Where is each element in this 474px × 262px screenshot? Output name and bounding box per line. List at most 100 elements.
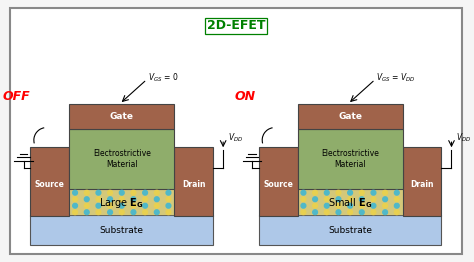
FancyBboxPatch shape: [30, 147, 69, 216]
Circle shape: [336, 197, 341, 201]
Circle shape: [383, 190, 388, 195]
Circle shape: [166, 203, 171, 208]
Circle shape: [96, 203, 101, 208]
Circle shape: [348, 190, 353, 195]
Circle shape: [371, 210, 376, 215]
Circle shape: [155, 210, 159, 215]
Circle shape: [383, 203, 388, 208]
FancyBboxPatch shape: [10, 8, 462, 254]
FancyBboxPatch shape: [259, 215, 441, 245]
FancyBboxPatch shape: [30, 215, 213, 245]
Text: ON: ON: [235, 90, 255, 103]
Text: $V_{GS}$ = $V_{DD}$: $V_{GS}$ = $V_{DD}$: [376, 71, 416, 84]
Circle shape: [359, 210, 364, 215]
Circle shape: [119, 190, 124, 195]
FancyBboxPatch shape: [69, 104, 174, 129]
Circle shape: [143, 190, 147, 195]
Circle shape: [96, 190, 101, 195]
Circle shape: [313, 203, 318, 208]
Text: $\mathbf{\mathrm{Large\ }E_{G}}$: $\mathbf{\mathrm{Large\ }E_{G}}$: [100, 196, 144, 210]
Circle shape: [348, 203, 353, 208]
Text: Gate: Gate: [110, 112, 134, 121]
Circle shape: [166, 210, 171, 215]
Circle shape: [166, 197, 171, 201]
Circle shape: [324, 210, 329, 215]
Circle shape: [73, 210, 77, 215]
Circle shape: [336, 190, 341, 195]
Circle shape: [371, 203, 376, 208]
Circle shape: [301, 210, 306, 215]
Circle shape: [336, 210, 341, 215]
Circle shape: [301, 190, 306, 195]
Circle shape: [394, 197, 399, 201]
Text: Electrostrictive
Material: Electrostrictive Material: [321, 149, 379, 168]
Circle shape: [96, 197, 101, 201]
Circle shape: [73, 197, 77, 201]
Circle shape: [84, 190, 89, 195]
Text: $V_{GS}$ = 0: $V_{GS}$ = 0: [148, 71, 178, 84]
Text: Gate: Gate: [338, 112, 362, 121]
Circle shape: [394, 210, 399, 215]
Circle shape: [84, 197, 89, 201]
Circle shape: [324, 190, 329, 195]
Circle shape: [359, 203, 364, 208]
Circle shape: [371, 190, 376, 195]
Circle shape: [383, 197, 388, 201]
Circle shape: [131, 203, 136, 208]
Text: 2D-EFET: 2D-EFET: [207, 19, 265, 32]
Text: Drain: Drain: [410, 180, 434, 189]
Circle shape: [324, 197, 329, 201]
Circle shape: [73, 190, 77, 195]
Circle shape: [108, 197, 112, 201]
Circle shape: [155, 197, 159, 201]
FancyBboxPatch shape: [402, 147, 441, 216]
Circle shape: [359, 197, 364, 201]
Text: Source: Source: [35, 180, 65, 189]
Text: Substrate: Substrate: [328, 226, 372, 235]
Circle shape: [313, 190, 318, 195]
Circle shape: [394, 203, 399, 208]
Text: Substrate: Substrate: [100, 226, 144, 235]
Circle shape: [155, 190, 159, 195]
Circle shape: [131, 210, 136, 215]
Circle shape: [131, 197, 136, 201]
Circle shape: [131, 190, 136, 195]
Circle shape: [371, 197, 376, 201]
Text: $\mathbf{\mathrm{Small\ }E_{G}}$: $\mathbf{\mathrm{Small\ }E_{G}}$: [328, 196, 372, 210]
Circle shape: [119, 210, 124, 215]
Circle shape: [143, 210, 147, 215]
FancyBboxPatch shape: [69, 129, 174, 189]
Text: OFF: OFF: [3, 90, 30, 103]
Circle shape: [108, 203, 112, 208]
Circle shape: [394, 190, 399, 195]
FancyBboxPatch shape: [298, 189, 402, 215]
Circle shape: [348, 210, 353, 215]
Circle shape: [301, 197, 306, 201]
Circle shape: [84, 203, 89, 208]
Text: Source: Source: [263, 180, 293, 189]
Circle shape: [324, 203, 329, 208]
Circle shape: [166, 190, 171, 195]
Circle shape: [96, 210, 101, 215]
Circle shape: [348, 197, 353, 201]
Circle shape: [119, 203, 124, 208]
Circle shape: [301, 203, 306, 208]
FancyBboxPatch shape: [69, 189, 174, 215]
Circle shape: [108, 190, 112, 195]
Circle shape: [143, 197, 147, 201]
Text: $V_{DD}$: $V_{DD}$: [456, 132, 471, 144]
Text: $V_{DD}$: $V_{DD}$: [228, 132, 243, 144]
Circle shape: [73, 203, 77, 208]
FancyBboxPatch shape: [259, 147, 298, 216]
Circle shape: [359, 190, 364, 195]
Circle shape: [313, 197, 318, 201]
Circle shape: [119, 197, 124, 201]
FancyBboxPatch shape: [298, 104, 402, 129]
Circle shape: [143, 203, 147, 208]
FancyBboxPatch shape: [298, 129, 402, 189]
Circle shape: [108, 210, 112, 215]
Circle shape: [155, 203, 159, 208]
Circle shape: [313, 210, 318, 215]
Circle shape: [336, 203, 341, 208]
FancyBboxPatch shape: [174, 147, 213, 216]
